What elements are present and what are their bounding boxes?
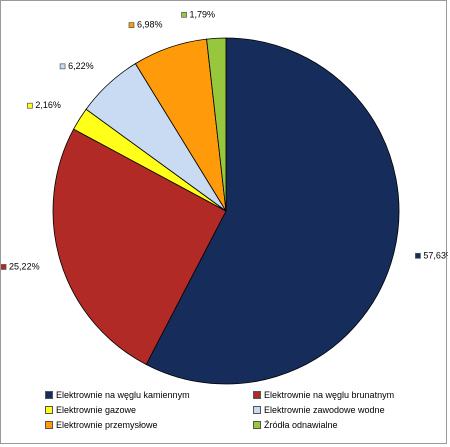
legend-label: Elektrownie przemysłowe [56, 419, 158, 430]
legend-swatch [253, 390, 261, 399]
legend-label: Elektrownie zawodowe wodne [264, 404, 385, 415]
data-label-text: 2,16% [35, 100, 61, 110]
data-label-text: 6,98% [137, 20, 163, 30]
legend-label: Elektrownie na węglu kamiennym [56, 389, 190, 400]
legend-item: Elektrownie zawodowe wodne [253, 402, 385, 417]
data-label-swatch [181, 11, 187, 18]
data-label: 25,22% [1, 261, 40, 271]
legend-item: Elektrownie na węglu brunatnym [253, 387, 394, 402]
data-label-swatch [59, 63, 66, 70]
data-label: 6,22% [59, 61, 94, 71]
data-label-text: 57,63% [423, 250, 448, 260]
legend-item: Elektrownie przemysłowe [45, 417, 253, 432]
legend-label: Elektrownie na węglu brunatnym [264, 389, 395, 400]
data-label: 57,63% [415, 250, 448, 260]
legend-swatch [253, 405, 261, 414]
data-label: 2,16% [27, 100, 61, 110]
legend-swatch [253, 420, 261, 429]
data-label: 1,79% [181, 9, 216, 19]
data-label-swatch [128, 22, 135, 28]
data-label-swatch [27, 102, 33, 109]
data-label-text: 6,22% [68, 61, 94, 71]
legend-swatch [45, 420, 53, 429]
legend-item: Elektrownie gazowe [45, 402, 253, 417]
legend-label: Elektrownie gazowe [56, 404, 137, 415]
data-label-text: 25,22% [9, 261, 40, 271]
legend-item: Źródła odnawialne [253, 417, 338, 432]
pie-slice [145, 37, 400, 385]
pie-slice [206, 37, 227, 212]
legend-swatch [45, 390, 53, 399]
legend-item: Elektrownie na węglu kamiennym [45, 387, 253, 402]
data-label: 6,98% [128, 20, 163, 30]
legend-label: Źródła odnawialne [264, 419, 338, 430]
data-label-swatch [415, 252, 421, 259]
data-label-text: 1,79% [190, 9, 216, 19]
data-label-swatch [1, 264, 7, 270]
legend-swatch [45, 405, 53, 414]
legend: Elektrownie na węglu kamiennym Elektrown… [45, 387, 425, 432]
